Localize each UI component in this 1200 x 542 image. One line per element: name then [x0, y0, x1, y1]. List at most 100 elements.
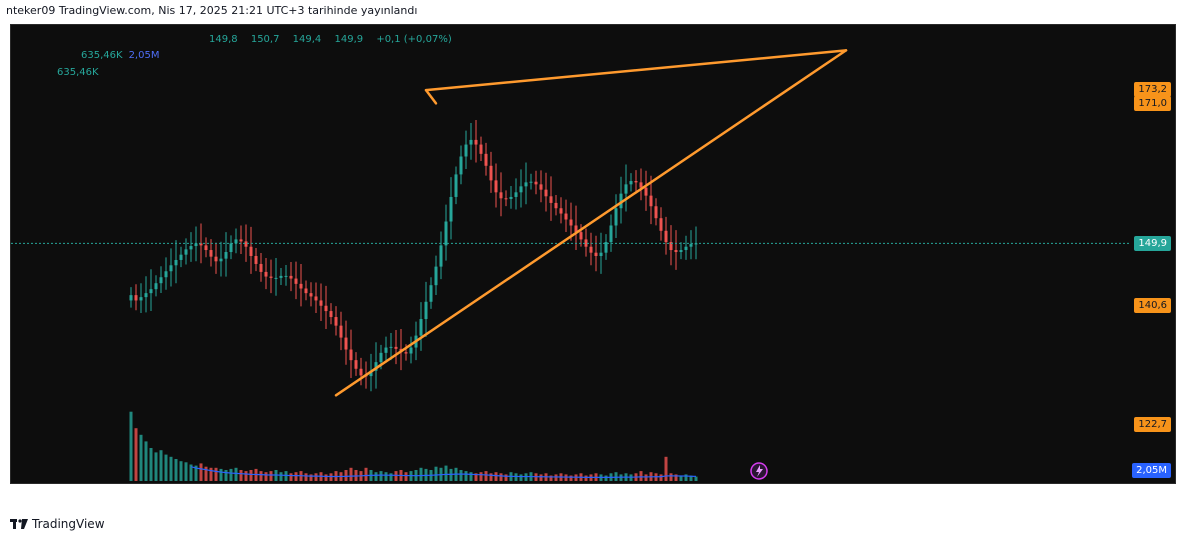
- volume-bar: [309, 474, 313, 481]
- candle-body: [269, 276, 273, 278]
- volume-bar: [384, 472, 388, 481]
- volume-bar: [364, 467, 368, 481]
- volume-bar: [224, 470, 228, 481]
- candle-body: [529, 181, 533, 183]
- volume-bar: [604, 475, 608, 481]
- price-badge: 173,2: [1134, 81, 1171, 97]
- volume-ma-badge: 2,05M: [1132, 463, 1171, 478]
- volume-bar: [669, 473, 673, 481]
- candle-body: [594, 252, 598, 256]
- volume-bar: [349, 467, 353, 481]
- candle-body: [304, 288, 308, 294]
- candle-body: [479, 144, 483, 154]
- volume-bar: [324, 474, 328, 481]
- candle-body: [194, 243, 198, 247]
- candle-body: [209, 250, 213, 257]
- volume-bar: [169, 456, 173, 481]
- volume-bar: [404, 472, 408, 481]
- volume-bar: [284, 471, 288, 481]
- candle-body: [229, 243, 233, 253]
- volume-bar: [679, 475, 683, 481]
- candle-body: [549, 196, 553, 203]
- chart-panel[interactable]: 149,8 150,7 149,4 149,9 +0,1 (+0,07%) 63…: [10, 24, 1176, 484]
- candle-body: [494, 180, 498, 193]
- candle-body: [539, 184, 543, 190]
- volume-bar: [229, 468, 233, 481]
- volume-bar: [344, 470, 348, 481]
- volume-bar: [394, 471, 398, 481]
- candle-body: [449, 196, 453, 222]
- candle-body: [504, 198, 508, 200]
- candle-body: [509, 196, 513, 199]
- volume-bar: [289, 473, 293, 481]
- volume-bar: [459, 470, 463, 481]
- candle-body: [584, 239, 588, 247]
- volume-bar: [659, 474, 663, 481]
- volume-bar: [374, 472, 378, 481]
- candle-body: [259, 263, 263, 272]
- volume-ma-layer: [190, 466, 697, 478]
- candle-body: [659, 218, 663, 231]
- trendline-lower: [334, 49, 848, 397]
- candle-body: [684, 246, 688, 251]
- candle-body: [374, 362, 378, 371]
- volume-bar: [689, 475, 693, 481]
- volume-bar: [664, 456, 668, 481]
- candle-body: [574, 225, 578, 233]
- candle-body: [599, 252, 603, 256]
- candle-body: [674, 250, 678, 253]
- candle-body: [464, 144, 468, 157]
- candle-body: [679, 250, 683, 253]
- volume-bar: [464, 471, 468, 481]
- volume-bar: [184, 462, 188, 481]
- candle-body: [159, 277, 163, 284]
- volume-bar: [234, 467, 238, 481]
- legend-change: +0,1 (+0,07%): [376, 34, 452, 45]
- candle-body: [344, 337, 348, 350]
- candle-body: [234, 239, 238, 244]
- tradingview-logo-icon: [10, 519, 28, 529]
- chart-canvas[interactable]: [11, 25, 1175, 483]
- candle-body: [439, 245, 443, 267]
- candle-layer: [129, 120, 698, 392]
- volume-bar: [584, 475, 588, 481]
- legend-open: 149,8: [209, 34, 238, 45]
- candle-body: [139, 297, 143, 301]
- candle-body: [689, 244, 693, 247]
- candle-body: [644, 187, 648, 196]
- volume-value-secondary: 635,46K: [57, 67, 99, 78]
- candle-body: [429, 285, 433, 302]
- volume-bar: [519, 474, 523, 481]
- legend-close: 149,9: [334, 34, 364, 45]
- candle-body: [144, 293, 148, 298]
- volume-bar: [269, 471, 273, 481]
- volume-bar: [389, 473, 393, 481]
- volume-bar: [444, 465, 448, 481]
- alert-icon[interactable]: [750, 462, 768, 480]
- candle-body: [369, 370, 373, 377]
- trendline-connector: [424, 88, 438, 105]
- candle-body: [569, 219, 573, 226]
- candle-body: [524, 182, 528, 187]
- legend-low: 149,4: [292, 34, 322, 45]
- candle-body: [169, 265, 173, 272]
- volume-bar: [504, 474, 508, 481]
- footer-brand[interactable]: TradingView: [10, 517, 105, 531]
- volume-bar: [489, 473, 493, 481]
- candle-body: [254, 256, 258, 264]
- candle-body: [469, 139, 473, 145]
- candle-body: [214, 256, 218, 262]
- volume-bar: [154, 452, 158, 481]
- candle-body: [134, 295, 138, 301]
- volume-bar: [474, 473, 478, 481]
- volume-bar: [549, 475, 553, 481]
- volume-bar: [484, 471, 488, 481]
- candle-body: [629, 181, 633, 185]
- volume-bar: [144, 441, 148, 481]
- volume-bar: [199, 463, 203, 481]
- candle-body: [339, 325, 343, 338]
- candle-body: [204, 245, 208, 251]
- volume-bar: [569, 475, 573, 481]
- trendline-upper: [424, 49, 848, 92]
- candle-body: [389, 346, 393, 348]
